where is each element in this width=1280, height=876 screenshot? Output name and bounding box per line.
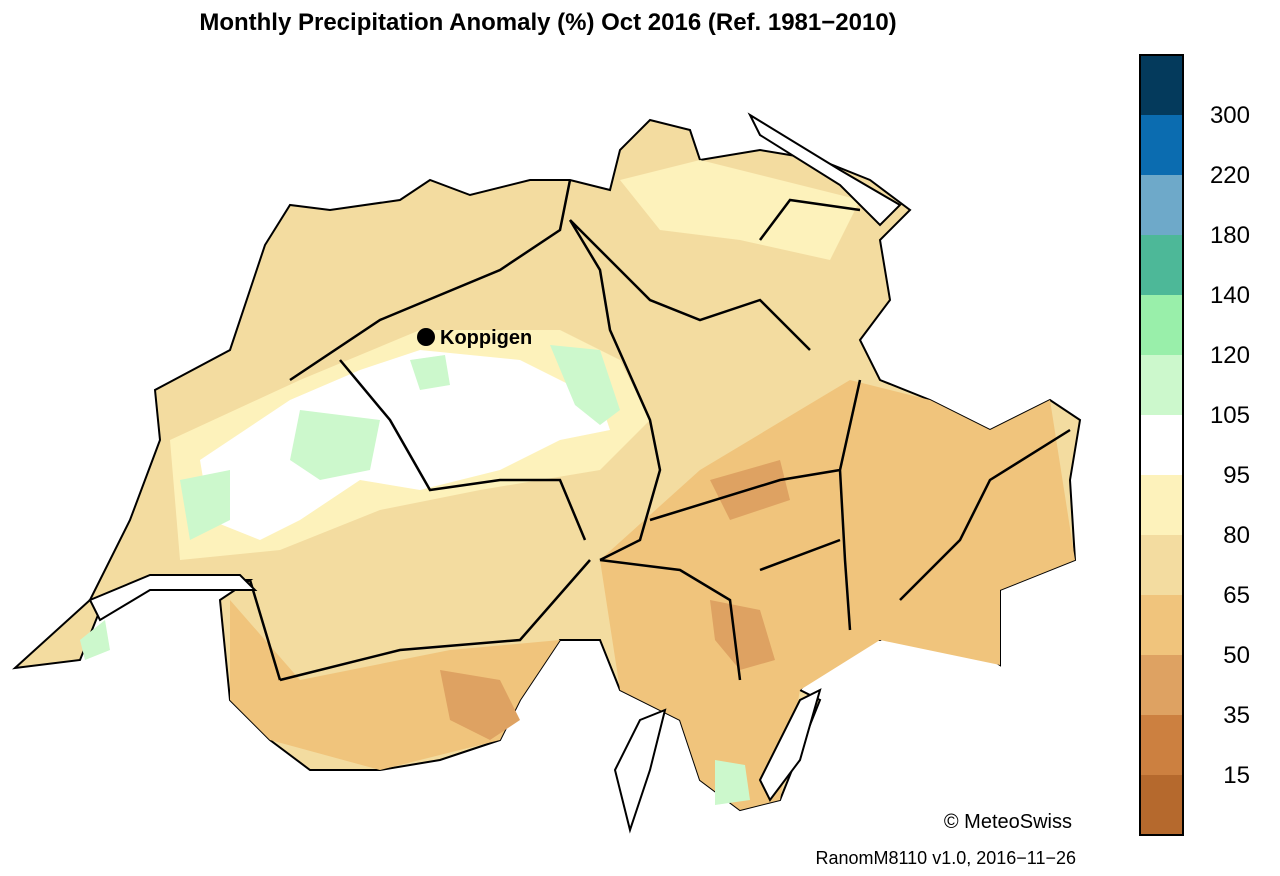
legend-label: 120 bbox=[1210, 342, 1250, 369]
canton-borders bbox=[248, 179, 1071, 682]
legend-label: 65 bbox=[1223, 582, 1250, 609]
lakes bbox=[88, 112, 902, 834]
version: RanomM8110 v1.0, 2016−11−26 bbox=[815, 848, 1076, 868]
switzerland-map: Koppigen bbox=[11, 112, 1082, 834]
legend-label: 15 bbox=[1223, 762, 1250, 789]
legend-frame bbox=[1139, 54, 1184, 836]
station-label: Koppigen bbox=[440, 327, 532, 349]
legend-label: 105 bbox=[1210, 402, 1250, 429]
legend-swatch bbox=[1140, 415, 1183, 475]
legend-swatch bbox=[1140, 115, 1183, 175]
legend-swatch bbox=[1140, 595, 1183, 655]
title: Monthly Precipitation Anomaly (%) Oct 20… bbox=[199, 9, 896, 36]
legend-label: 95 bbox=[1223, 462, 1250, 489]
legend-swatch bbox=[1140, 55, 1183, 115]
legend-label: 140 bbox=[1210, 282, 1250, 309]
color-legend: 15 35 50 65 80 95 105 120 140 180 220 300 bbox=[1139, 54, 1250, 836]
legend-label: 35 bbox=[1223, 702, 1250, 729]
legend-swatch bbox=[1140, 175, 1183, 235]
legend-swatch bbox=[1140, 655, 1183, 715]
legend-label: 220 bbox=[1210, 162, 1250, 189]
copyright: © MeteoSwiss bbox=[944, 811, 1072, 833]
legend-label: 80 bbox=[1223, 522, 1250, 549]
legend-label: 180 bbox=[1210, 222, 1250, 249]
legend-swatch bbox=[1140, 475, 1183, 535]
station-marker bbox=[417, 328, 435, 346]
legend-swatch bbox=[1140, 715, 1183, 775]
legend-swatch bbox=[1140, 235, 1183, 295]
legend-swatch bbox=[1140, 535, 1183, 595]
legend-swatch bbox=[1140, 775, 1183, 835]
legend-label: 300 bbox=[1210, 102, 1250, 129]
legend-swatch bbox=[1140, 295, 1183, 355]
legend-label: 50 bbox=[1223, 642, 1250, 669]
legend-swatch bbox=[1140, 355, 1183, 415]
